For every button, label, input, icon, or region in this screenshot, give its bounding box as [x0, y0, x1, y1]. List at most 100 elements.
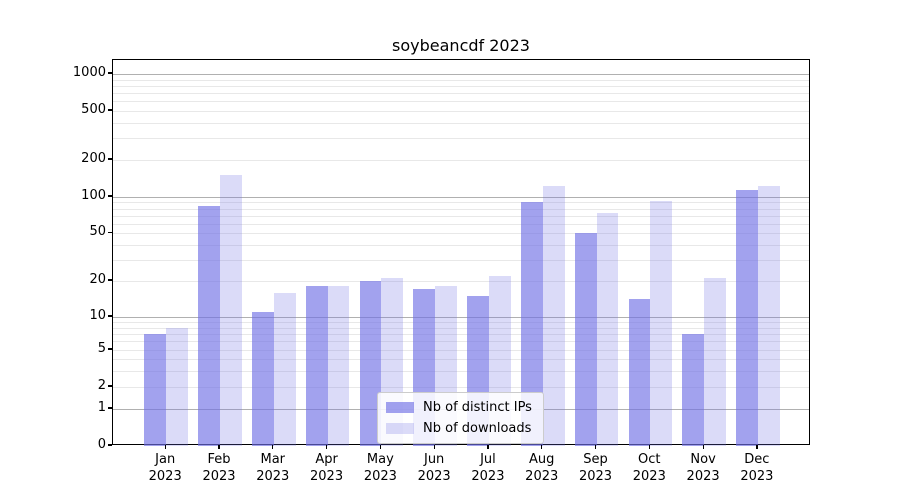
x-tick-label-dec-2023: Dec 2023 [740, 452, 774, 484]
y-tick-mark-1 [108, 407, 112, 409]
bar-nb-of-downloads-oct-2023 [650, 200, 673, 446]
x-tick-mark-dec-2023 [756, 445, 758, 449]
x-tick-label-apr-2023: Apr 2023 [310, 452, 344, 484]
y-tick-mark-0 [108, 444, 112, 446]
x-tick-label-jun-2023: Jun 2023 [417, 452, 451, 484]
bar-nb-of-distinct-ips-apr-2023 [305, 286, 328, 446]
x-tick-mark-sep-2023 [594, 445, 597, 449]
y-tick-label-500: 500 [81, 102, 106, 118]
x-tick-mark-apr-2023 [325, 445, 328, 449]
x-tick-mark-may-2023 [379, 445, 382, 449]
x-tick-mark-aug-2023 [541, 445, 543, 449]
gridline-minor-20 [113, 280, 809, 282]
gridline-minor-800 [113, 85, 809, 87]
gridline-minor-200 [113, 159, 809, 161]
legend-label-distinct-ips: Nb of distinct IPs [423, 400, 532, 415]
bar-nb-of-distinct-ips-mar-2023 [251, 312, 274, 446]
bar-nb-of-distinct-ips-sep-2023 [574, 233, 597, 446]
gridline-minor-500 [113, 111, 809, 113]
plot-area [112, 59, 810, 446]
y-tick-mark-10 [108, 315, 112, 317]
legend-label-downloads: Nb of downloads [423, 421, 532, 436]
y-tick-mark-500 [108, 109, 112, 111]
gridline-minor-600 [113, 101, 809, 103]
y-tick-mark-1000 [108, 72, 112, 74]
x-tick-label-jan-2023: Jan 2023 [148, 452, 182, 484]
y-tick-label-1: 1 [97, 400, 106, 415]
x-tick-label-sep-2023: Sep 2023 [578, 452, 613, 484]
gridline-minor-50 [113, 233, 809, 235]
y-tick-label-200: 200 [81, 150, 106, 166]
y-tick-label-100: 100 [81, 188, 106, 203]
bar-nb-of-downloads-jan-2023 [166, 327, 188, 446]
y-tick-label-2: 2 [97, 378, 106, 393]
x-tick-mark-nov-2023 [702, 445, 704, 449]
bar-nb-of-downloads-nov-2023 [704, 278, 726, 446]
bar-nb-of-distinct-ips-nov-2023 [682, 333, 705, 446]
legend-swatch-distinct-ips [386, 402, 414, 413]
x-tick-mark-oct-2023 [648, 445, 650, 449]
gridline-minor-90 [113, 202, 809, 204]
gridline-minor-900 [113, 79, 809, 81]
gridline-minor-80 [113, 208, 809, 210]
x-tick-label-mar-2023: Mar 2023 [256, 452, 290, 484]
bar-nb-of-distinct-ips-jan-2023 [144, 333, 167, 446]
x-tick-mark-jan-2023 [164, 445, 166, 449]
gridline-minor-7 [113, 333, 809, 335]
gridline-minor-4 [113, 359, 809, 360]
x-tick-label-oct-2023: Oct 2023 [632, 452, 666, 484]
gridline-major-1000 [113, 74, 809, 75]
y-tick-label-10: 10 [89, 308, 106, 323]
x-tick-label-nov-2023: Nov 2023 [686, 452, 720, 484]
bar-nb-of-distinct-ips-oct-2023 [628, 299, 651, 446]
x-tick-mark-jun-2023 [433, 445, 435, 449]
y-tick-label-50: 50 [89, 224, 106, 240]
legend-item-downloads: Nb of downloads [386, 418, 535, 439]
gridline-minor-300 [113, 138, 809, 140]
gridline-minor-60 [113, 223, 809, 225]
y-tick-label-1000: 1000 [72, 65, 106, 80]
y-tick-mark-20 [108, 279, 112, 281]
gridline-minor-3 [113, 370, 809, 372]
legend-swatch-downloads [386, 423, 414, 434]
bar-nb-of-downloads-apr-2023 [327, 286, 350, 446]
gridline-minor-9 [113, 322, 809, 324]
x-tick-mark-jul-2023 [487, 445, 489, 449]
y-tick-mark-2 [108, 385, 112, 387]
gridline-minor-700 [113, 93, 809, 95]
y-tick-label-0: 0 [97, 437, 106, 452]
gridline-minor-2 [113, 387, 809, 388]
gridline-minor-70 [113, 215, 809, 217]
y-tick-mark-200 [108, 158, 112, 160]
y-tick-label-5: 5 [97, 341, 106, 356]
gridline-minor-5 [113, 350, 809, 351]
x-tick-mark-mar-2023 [272, 445, 274, 449]
y-tick-mark-50 [108, 231, 112, 233]
x-tick-label-aug-2023: Aug 2023 [525, 452, 559, 484]
gridline-major-100 [113, 197, 809, 198]
legend-item-distinct-ips: Nb of distinct IPs [386, 397, 535, 418]
gridline-major-10 [113, 317, 809, 318]
gridline-minor-8 [113, 327, 809, 329]
x-tick-label-jul-2023: Jul 2023 [471, 452, 505, 484]
x-tick-label-feb-2023: Feb 2023 [202, 452, 236, 484]
bar-nb-of-downloads-aug-2023 [542, 186, 565, 446]
y-tick-mark-5 [108, 348, 112, 350]
y-tick-mark-100 [108, 195, 112, 197]
chart-title: soybeancdf 2023 [392, 36, 530, 55]
y-tick-label-20: 20 [89, 271, 106, 287]
bar-nb-of-distinct-ips-feb-2023 [198, 206, 220, 446]
bar-nb-of-distinct-ips-aug-2023 [520, 202, 543, 446]
x-tick-label-may-2023: May 2023 [363, 452, 397, 484]
legend: Nb of distinct IPs Nb of downloads [377, 392, 544, 444]
bar-nb-of-downloads-sep-2023 [596, 212, 619, 446]
gridline-minor-400 [113, 122, 809, 124]
bar-nb-of-distinct-ips-may-2023 [359, 280, 382, 446]
gridline-minor-6 [113, 341, 809, 343]
gridline-minor-30 [113, 259, 809, 261]
gridline-minor-40 [113, 244, 809, 246]
bar-nb-of-distinct-ips-dec-2023 [736, 189, 758, 446]
bar-nb-of-downloads-dec-2023 [757, 186, 780, 446]
bar-nb-of-downloads-mar-2023 [273, 292, 296, 446]
